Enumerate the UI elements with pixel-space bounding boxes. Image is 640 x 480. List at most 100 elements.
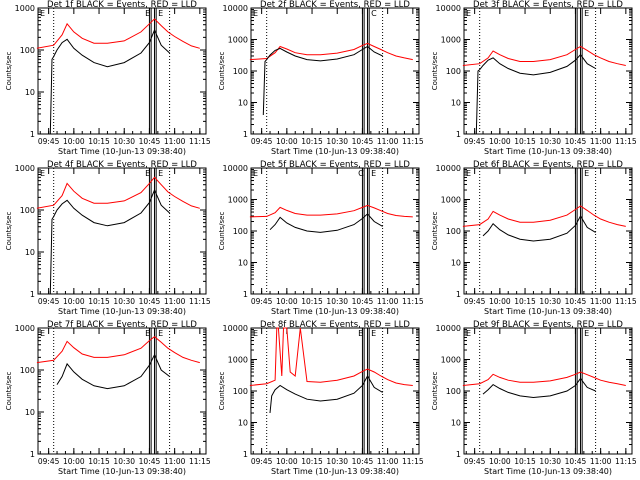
x-tick-label-3: 10:15 [514,137,536,146]
x-axis-label-9: Start Time (10-Jun-13 09:38:40) [484,467,612,476]
x-tick-label-5: 10:45 [352,297,374,306]
x-tick-label-2: 10:00 [276,137,298,146]
plot-frame-2 [250,7,420,135]
x-tick-label-3: 10:30 [539,137,561,146]
y-tick-label-4: 1000 [15,164,35,173]
x-tick-label-4: 09:45 [38,297,60,306]
y-tick-label-7: 1000 [15,324,35,333]
x-tick-label-1: 11:15 [189,137,211,146]
lld-series-2 [249,42,413,61]
x-tick-label-6: 11:00 [590,297,612,306]
x-tick-label-2: 10:45 [352,137,374,146]
x-tick-label-9: 09:45 [464,457,486,466]
y-axis-label-2: Counts/sec [218,52,226,91]
x-tick-label-9: 10:00 [489,457,511,466]
y-tick-label-1: 1000 [15,4,35,13]
flag-label-7: E [40,329,45,338]
chart-title-5: Det 5f BLACK = Events, RED = LLD [260,160,410,170]
y-axis-label-4: Counts/sec [5,212,13,251]
flag-label-3: E [466,9,471,18]
x-tick-label-4: 10:15 [88,297,110,306]
x-tick-label-8: 10:30 [326,457,348,466]
y-tick-label-3: 10000 [436,4,461,13]
chart-title-7: Det 7f BLACK = Events, RED = LLD [47,320,197,330]
y-tick-label-8: 10000 [223,324,248,333]
chart-title-4: Det 4f BLACK = Events, RED = LLD [47,160,197,170]
events-series-5 [269,213,383,233]
y-tick-label-2: 10 [238,99,248,108]
x-axis-label-6: Start Time (10-Jun-13 09:38:40) [484,307,612,316]
lld-series-8 [249,327,413,386]
y-tick-label-3: 100 [446,67,461,76]
flag-label-8: E [253,329,258,338]
chart-panel-4: Det 4f BLACK = Events, RED = LLD Counts/s… [5,160,211,316]
x-tick-label-9: 11:00 [590,457,612,466]
x-tick-label-8: 10:00 [276,457,298,466]
flag-label-7: E [145,329,150,338]
x-tick-label-8: 10:15 [301,457,323,466]
x-tick-label-3: 11:00 [590,137,612,146]
y-tick-label-8: 1000 [228,356,248,365]
y-tick-label-6: 100 [446,227,461,236]
y-tick-label-9: 1 [456,450,461,459]
chart-title-3: Det 3f BLACK = Events, RED = LLD [473,0,623,10]
events-series-1 [49,28,170,135]
y-axis-label-6: Counts/sec [431,212,439,251]
y-tick-label-1: 1 [30,130,35,139]
y-tick-label-5: 100 [233,227,248,236]
chart-panel-5: Det 5f BLACK = Events, RED = LLD Counts/s… [218,160,424,316]
flag-label-4: E [40,169,45,178]
x-axis-label-3: Start Time (10-Jun-13 09:38:40) [484,147,612,156]
x-tick-label-7: 10:00 [63,457,85,466]
x-tick-label-7: 09:45 [38,457,60,466]
y-axis-label-1: Counts/sec [5,52,13,91]
x-tick-label-7: 10:30 [113,457,135,466]
x-tick-label-3: 11:15 [615,137,637,146]
x-tick-label-2: 09:45 [251,137,273,146]
flag-label-2: E [253,9,258,18]
x-axis-label-1: Start Time (10-Jun-13 09:38:40) [58,147,186,156]
y-tick-label-2: 1000 [228,36,248,45]
y-tick-label-9: 1000 [441,356,461,365]
x-tick-label-5: 11:00 [377,297,399,306]
y-tick-label-4: 1 [30,290,35,299]
plot-frame-3 [463,7,633,135]
x-tick-label-6: 10:00 [489,297,511,306]
y-tick-label-7: 10 [25,408,35,417]
chart-panel-1: Det 1f BLACK = Events, RED = LLD Counts/s… [5,0,211,156]
flag-label-5: E [371,169,376,178]
x-tick-label-6: 10:45 [565,297,587,306]
flag-label-8: E [358,329,363,338]
x-tick-label-1: 10:30 [113,137,135,146]
x-tick-label-2: 10:30 [326,137,348,146]
chart-panel-2: Det 2f BLACK = Events, RED = LLD Counts/s… [218,0,424,156]
x-tick-label-5: 10:15 [301,297,323,306]
chart-panel-9: Det 9f BLACK = Events, RED = LLD Counts/s… [431,320,637,476]
chart-panel-3: Det 3f BLACK = Events, RED = LLD Counts/s… [431,0,637,156]
x-tick-label-4: 11:00 [164,297,186,306]
x-tick-label-1: 11:00 [164,137,186,146]
x-tick-label-4: 10:45 [139,297,161,306]
x-tick-label-7: 10:15 [88,457,110,466]
y-tick-label-7: 100 [20,366,35,375]
y-axis-label-7: Counts/sec [5,372,13,411]
plot-frame-1 [37,7,207,135]
events-series-3 [475,53,596,135]
x-tick-label-9: 10:15 [514,457,536,466]
x-axis-label-4: Start Time (10-Jun-13 09:38:40) [58,307,186,316]
events-series-9 [482,377,596,399]
plot-frame-7 [37,327,207,455]
y-tick-label-7: 1 [30,450,35,459]
x-axis-label-7: Start Time (10-Jun-13 09:38:40) [58,467,186,476]
events-series-6 [482,214,596,242]
x-tick-label-5: 10:30 [326,297,348,306]
y-tick-label-4: 10 [25,248,35,257]
x-tick-label-6: 10:30 [539,297,561,306]
chart-panel-7: Det 7f BLACK = Events, RED = LLD Counts/s… [5,320,211,476]
x-tick-label-2: 11:00 [377,137,399,146]
y-tick-label-6: 1000 [441,196,461,205]
y-tick-label-4: 100 [20,206,35,215]
chart-panel-8: Det 8f BLACK = Events, RED = LLD Counts/s… [218,320,424,476]
y-tick-label-6: 10 [451,259,461,268]
